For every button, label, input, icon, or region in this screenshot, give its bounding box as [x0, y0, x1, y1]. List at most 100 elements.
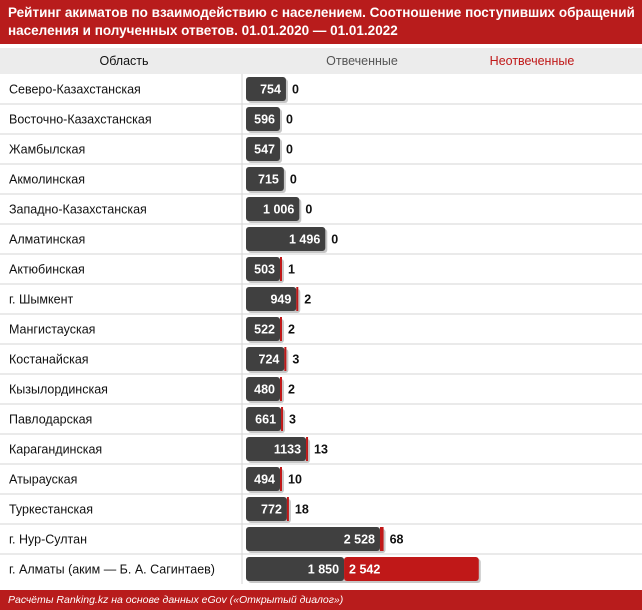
chart-row: Кызылординская 480 2 [0, 373, 642, 403]
value-label-unanswered: 68 [390, 533, 404, 547]
bar-answered [246, 227, 326, 251]
bar-answered [246, 347, 285, 371]
category-label: Туркестанская [9, 503, 93, 517]
bar-answered [246, 257, 280, 281]
value-label-answered: 724 [259, 353, 280, 367]
chart-title: Рейтинг акиматов по взаимодействию с нас… [8, 5, 635, 38]
value-label-answered: 715 [258, 173, 279, 187]
value-label-answered: 1133 [274, 443, 301, 457]
value-label-answered: 494 [254, 473, 275, 487]
chart-row: Карагандинская 1133 13 [0, 433, 642, 463]
bar-unanswered [280, 467, 282, 491]
value-label-unanswered: 2 542 [349, 563, 380, 577]
bar-unanswered [280, 377, 282, 401]
bar-answered [246, 377, 280, 401]
source-note: Расчёты Ranking.kz на основе данных eGov… [8, 594, 344, 606]
bar-unanswered [286, 497, 289, 521]
bar-answered [246, 197, 300, 221]
value-label-answered: 503 [254, 263, 275, 277]
bar-answered [246, 437, 307, 461]
bar-answered [246, 467, 280, 491]
chart-row: Алматинская 1 496 0 [0, 223, 642, 253]
value-label-answered: 2 528 [344, 533, 375, 547]
value-label-unanswered: 1 [288, 263, 295, 277]
value-label-answered: 1 006 [263, 203, 294, 217]
chart-row: г. Шымкент 949 2 [0, 283, 642, 313]
header-region: Область [99, 54, 149, 68]
category-label: Кызылординская [9, 383, 108, 397]
bar-unanswered [280, 257, 282, 281]
chart-row: Атырауская 494 10 [0, 463, 642, 493]
category-label: г. Нур-Султан [9, 533, 87, 547]
value-label-answered: 522 [254, 323, 275, 337]
value-label-answered: 480 [254, 383, 275, 397]
chart-row: г. Алматы (аким — Б. А. Сагинтаев) 1 850 2… [0, 553, 642, 583]
value-label-unanswered: 0 [286, 113, 293, 127]
chart-row: Западно-Казахстанская 1 006 0 [0, 193, 642, 223]
bar-answered [246, 317, 280, 341]
value-label-unanswered: 18 [295, 503, 309, 517]
bar-answered [246, 557, 345, 581]
category-label: Актюбинская [9, 263, 85, 277]
category-label: Карагандинская [9, 443, 102, 457]
bar-answered [246, 107, 280, 131]
category-label: г. Шымкент [9, 293, 73, 307]
bar-answered [246, 167, 284, 191]
value-label-unanswered: 2 [288, 323, 295, 337]
category-label: г. Алматы (аким — Б. А. Сагинтаев) [9, 563, 215, 577]
bar-answered [246, 137, 280, 161]
bar-unanswered [379, 527, 384, 551]
value-label-unanswered: 3 [292, 353, 299, 367]
value-label-unanswered: 2 [304, 293, 311, 307]
chart-row: Жамбылская 547 0 [0, 133, 642, 163]
bar-chart: Северо-Казахстанская 754 0Восточно-Казахст… [0, 74, 642, 584]
bar-answered [246, 287, 297, 311]
value-label-unanswered: 3 [289, 413, 296, 427]
value-label-unanswered: 10 [288, 473, 302, 487]
value-label-answered: 772 [261, 503, 282, 517]
chart-row: Актюбинская 503 1 [0, 253, 642, 283]
category-label: Западно-Казахстанская [9, 203, 147, 217]
bar-unanswered [306, 437, 309, 461]
category-label: Жамбылская [9, 143, 85, 157]
value-label-answered: 661 [255, 413, 276, 427]
value-label-answered: 1 496 [289, 233, 320, 247]
value-label-unanswered: 13 [314, 443, 328, 457]
chart-row: Туркестанская 772 18 [0, 493, 642, 523]
chart-row: Восточно-Казахстанская 596 0 [0, 103, 642, 133]
value-label-unanswered: 0 [290, 173, 297, 187]
chart-row: Акмолинская 715 0 [0, 163, 642, 193]
category-label: Северо-Казахстанская [9, 83, 141, 97]
value-label-unanswered: 0 [292, 83, 299, 97]
bar-answered [246, 407, 282, 431]
bar-unanswered [296, 287, 299, 311]
title-banner: Рейтинг акиматов по взаимодействию с нас… [0, 0, 642, 44]
category-label: Акмолинская [9, 173, 85, 187]
value-label-answered: 1 850 [308, 563, 339, 577]
chart-row: Костанайская 724 3 [0, 343, 642, 373]
category-label: Мангистауская [9, 323, 95, 337]
value-label-unanswered: 0 [331, 233, 338, 247]
value-label-answered: 547 [254, 143, 275, 157]
bar-unanswered [284, 347, 287, 371]
chart-row: г. Нур-Султан 2 528 68 [0, 523, 642, 553]
bar-answered [246, 77, 286, 101]
bar-unanswered [280, 317, 282, 341]
value-label-answered: 596 [254, 113, 275, 127]
category-label: Восточно-Казахстанская [9, 113, 152, 127]
header-unanswered: Неотвеченные [489, 54, 575, 68]
value-label-unanswered: 0 [305, 203, 312, 217]
bar-answered [246, 527, 380, 551]
category-label: Атырауская [9, 473, 77, 487]
column-header-row: Область Отвеченные Неотвеченные [0, 48, 642, 74]
bar-unanswered [281, 407, 284, 431]
chart-row: Павлодарская 661 3 [0, 403, 642, 433]
value-label-unanswered: 0 [286, 143, 293, 157]
value-label-unanswered: 2 [288, 383, 295, 397]
chart-row: Мангистауская 522 2 [0, 313, 642, 343]
bar-unanswered [344, 557, 479, 581]
value-label-answered: 949 [270, 293, 291, 307]
bar-answered [246, 497, 287, 521]
category-label: Алматинская [9, 233, 85, 247]
category-label: Павлодарская [9, 413, 92, 427]
